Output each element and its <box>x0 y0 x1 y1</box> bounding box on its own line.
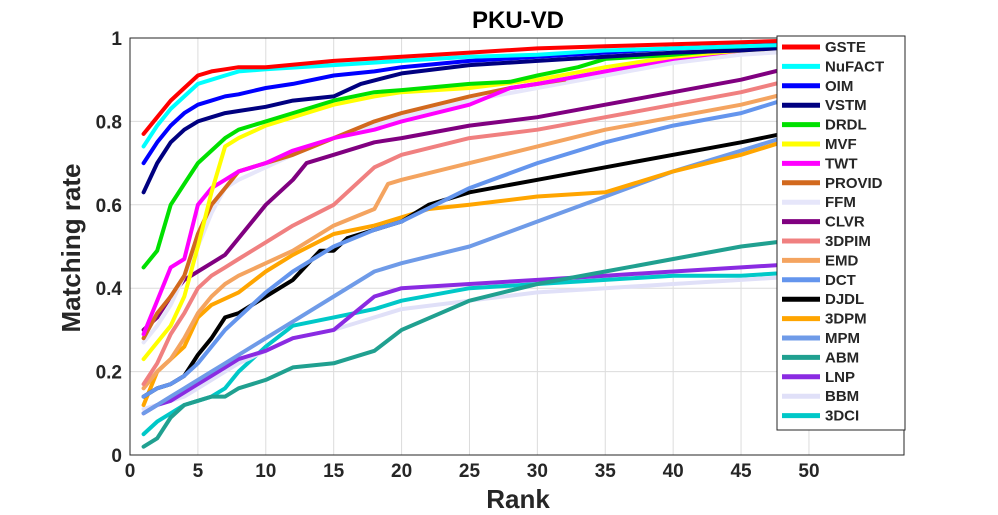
series-line-emd <box>141 86 811 391</box>
series-line-3dpim <box>141 73 811 387</box>
x-tick-label: 20 <box>391 461 412 482</box>
series-line-drdl <box>141 42 811 270</box>
series-lines <box>141 38 811 449</box>
x-tick-label: 10 <box>255 461 276 482</box>
x-tick-label: 35 <box>595 461 617 482</box>
series-line-twt <box>141 40 811 337</box>
legend-entries: GSTE NuFACT OIM VSTM DRDL MVF TWT PROVID FFM CLVR… <box>782 39 884 425</box>
legend-box <box>776 35 906 431</box>
x-tick-label: 5 <box>193 461 204 482</box>
legend-label-bbm: BBM <box>825 388 859 405</box>
series-line-dct <box>141 90 811 399</box>
legend-label-clvr: CLVR <box>825 214 865 231</box>
legend-label-twt: TWT <box>825 155 857 172</box>
legend-label-mpm: MPM <box>825 330 860 347</box>
legend-label-vstm: VSTM <box>825 97 867 114</box>
series-line-bbm <box>141 273 811 412</box>
legend-label-3dpm: 3DPM <box>825 311 867 328</box>
series-line-lnp <box>141 261 811 416</box>
series-line-djdl <box>141 127 811 399</box>
legend-label-mvf: MVF <box>825 136 857 153</box>
legend-label-dct: DCT <box>825 272 856 289</box>
series-line-oim <box>141 40 811 166</box>
legend-label-emd: EMD <box>825 252 859 269</box>
legend-label-lnp: LNP <box>825 369 855 386</box>
legend-label-gste: GSTE <box>825 39 866 56</box>
x-tick-label: 50 <box>798 461 819 482</box>
legend-label-3dpim: 3DPIM <box>825 233 871 250</box>
legend-label-oim: OIM <box>825 78 853 95</box>
series-line-nufact <box>141 42 811 149</box>
series-line-abm <box>141 236 811 449</box>
series-line-mvf <box>141 44 811 362</box>
legend-label-ffm: FFM <box>825 194 856 211</box>
series-line-mpm <box>141 127 811 416</box>
legend-label-nufact: NuFACT <box>825 58 884 75</box>
y-tick-label: 0.6 <box>96 196 122 217</box>
y-tick-label: 1 <box>111 29 122 50</box>
series-line-3dpm <box>141 131 811 407</box>
y-tick-label: 0 <box>111 446 122 467</box>
legend-label-provid: PROVID <box>825 175 883 192</box>
x-tick-label: 30 <box>527 461 548 482</box>
legend-label-abm: ABM <box>825 349 859 366</box>
x-tick-label: 0 <box>125 461 136 482</box>
series-line-gste <box>141 38 811 136</box>
y-tick-label: 0.4 <box>96 279 123 300</box>
legend-label-3dci: 3DCI <box>825 408 859 425</box>
y-tick-label: 0.8 <box>96 112 122 133</box>
x-tick-label: 25 <box>459 461 481 482</box>
x-tick-label: 40 <box>663 461 684 482</box>
x-tick-label: 15 <box>323 461 345 482</box>
series-line-vstm <box>141 44 811 195</box>
series-line-clvr <box>141 61 811 332</box>
legend-label-djdl: DJDL <box>825 291 864 308</box>
x-axis-label: Rank <box>486 484 550 514</box>
y-axis-label: Matching rate <box>56 163 86 332</box>
tick-labels: 0 5 10 15 20 25 30 35 40 45 50 0 0.2 0.4 0.6 0.8 1 <box>96 29 820 482</box>
legend: GSTE NuFACT OIM VSTM DRDL MVF TWT PROVID FFM CLVR… <box>776 35 906 431</box>
x-tick-label: 45 <box>730 461 752 482</box>
chart-title: PKU-VD <box>472 7 564 34</box>
y-tick-label: 0.2 <box>96 363 122 384</box>
legend-label-drdl: DRDL <box>825 117 867 134</box>
